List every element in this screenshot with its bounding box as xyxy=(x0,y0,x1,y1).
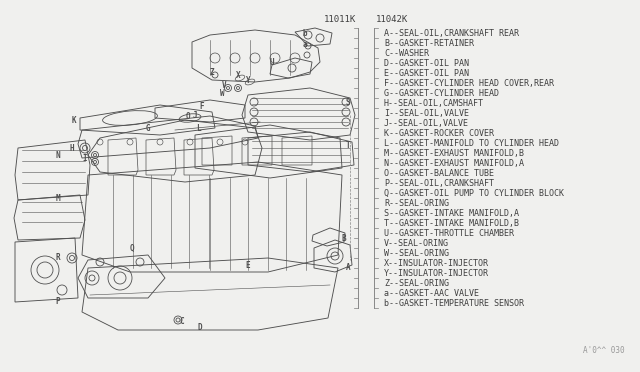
Text: Q--GASKET-OIL PUMP TO CYLINDER BLOCK: Q--GASKET-OIL PUMP TO CYLINDER BLOCK xyxy=(384,189,564,198)
Text: B: B xyxy=(342,234,346,243)
Text: Q: Q xyxy=(130,244,134,253)
Text: X--INSULATOR-INJECTOR: X--INSULATOR-INJECTOR xyxy=(384,259,489,267)
Text: L--GASKET-MANIFOLD TO CYLINDER HEAD: L--GASKET-MANIFOLD TO CYLINDER HEAD xyxy=(384,138,559,148)
Text: I--SEAL-OIL,VALVE: I--SEAL-OIL,VALVE xyxy=(384,109,469,118)
Text: E--GASKET-OIL PAN: E--GASKET-OIL PAN xyxy=(384,68,469,77)
Text: K: K xyxy=(72,115,76,125)
Text: K--GASKET-ROCKER COVER: K--GASKET-ROCKER COVER xyxy=(384,128,494,138)
Text: F--GASKET-CYLINDER HEAD COVER,REAR: F--GASKET-CYLINDER HEAD COVER,REAR xyxy=(384,78,554,87)
Text: C: C xyxy=(180,317,184,327)
Text: M: M xyxy=(56,193,60,202)
Text: G: G xyxy=(146,124,150,132)
Text: N--GASKET-EXHAUST MANIFOLD,A: N--GASKET-EXHAUST MANIFOLD,A xyxy=(384,158,524,167)
Text: T--GASKET-INTAKE MANIFOLD,B: T--GASKET-INTAKE MANIFOLD,B xyxy=(384,218,519,228)
Text: Z: Z xyxy=(210,67,214,77)
Text: Z--SEAL-ORING: Z--SEAL-ORING xyxy=(384,279,449,288)
Text: U: U xyxy=(269,58,275,67)
Text: a: a xyxy=(303,39,307,48)
Text: E: E xyxy=(246,262,250,270)
Text: b--GASKET-TEMPERATURE SENSOR: b--GASKET-TEMPERATURE SENSOR xyxy=(384,298,524,308)
Text: Y--INSULATOR-INJECTOR: Y--INSULATOR-INJECTOR xyxy=(384,269,489,278)
Text: S: S xyxy=(346,97,350,106)
Text: A: A xyxy=(346,263,350,273)
Text: R: R xyxy=(56,253,60,263)
Text: J--SEAL-OIL,VALVE: J--SEAL-OIL,VALVE xyxy=(384,119,469,128)
Text: L: L xyxy=(196,124,200,132)
Text: F: F xyxy=(200,102,204,110)
Text: Y: Y xyxy=(246,76,250,84)
Text: V: V xyxy=(221,80,227,90)
Text: G--GASKET-CYLINDER HEAD: G--GASKET-CYLINDER HEAD xyxy=(384,89,499,97)
Text: P: P xyxy=(56,298,60,307)
Text: M--GASKET-EXHAUST MANIFOLD,B: M--GASKET-EXHAUST MANIFOLD,B xyxy=(384,148,524,157)
Text: T: T xyxy=(346,141,350,150)
Text: H--SEAL-OIL,CAMSHAFT: H--SEAL-OIL,CAMSHAFT xyxy=(384,99,484,108)
Text: C--WASHER: C--WASHER xyxy=(384,48,429,58)
Text: S--GASKET-INTAKE MANIFOLD,A: S--GASKET-INTAKE MANIFOLD,A xyxy=(384,208,519,218)
Text: O--GASKET-BALANCE TUBE: O--GASKET-BALANCE TUBE xyxy=(384,169,494,177)
Text: 11042K: 11042K xyxy=(376,15,408,24)
Text: V--SEAL-ORING: V--SEAL-ORING xyxy=(384,238,449,247)
Text: D--GASKET-OIL PAN: D--GASKET-OIL PAN xyxy=(384,58,469,67)
Text: A--SEAL-OIL,CRANKSHAFT REAR: A--SEAL-OIL,CRANKSHAFT REAR xyxy=(384,29,519,38)
Text: U--GASKET-THROTTLE CHAMBER: U--GASKET-THROTTLE CHAMBER xyxy=(384,228,514,237)
Text: a--GASKET-AAC VALVE: a--GASKET-AAC VALVE xyxy=(384,289,479,298)
Text: O: O xyxy=(186,112,190,121)
Text: B--GASKET-RETAINER: B--GASKET-RETAINER xyxy=(384,38,474,48)
Text: 11011K: 11011K xyxy=(324,15,356,24)
Text: b: b xyxy=(303,29,307,38)
Text: X: X xyxy=(236,71,240,80)
Text: R--SEAL-ORING: R--SEAL-ORING xyxy=(384,199,449,208)
Text: W--SEAL-ORING: W--SEAL-ORING xyxy=(384,248,449,257)
Text: N: N xyxy=(56,151,60,160)
Text: P--SEAL-OIL,CRANKSHAFT: P--SEAL-OIL,CRANKSHAFT xyxy=(384,179,494,187)
Text: A'0^^ 030: A'0^^ 030 xyxy=(584,346,625,355)
Text: J: J xyxy=(193,110,197,119)
Text: H: H xyxy=(70,144,74,153)
Text: D: D xyxy=(198,324,202,333)
Text: I: I xyxy=(83,154,87,163)
Text: W: W xyxy=(220,89,224,97)
